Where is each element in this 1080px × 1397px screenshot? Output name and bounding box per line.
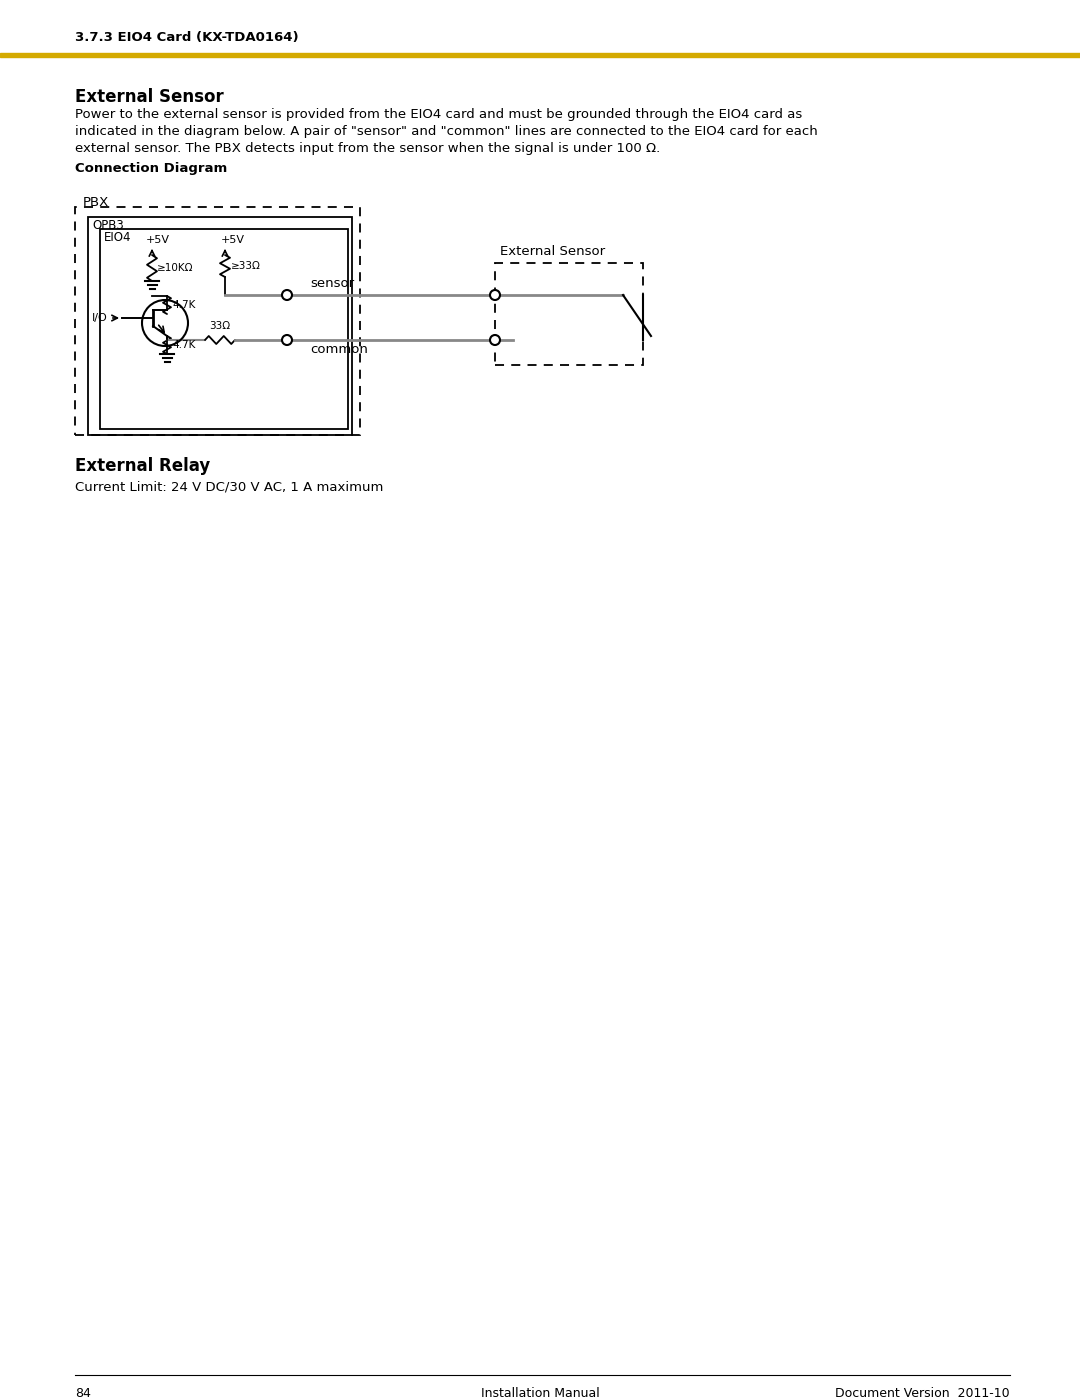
Text: sensor: sensor [310, 277, 354, 291]
Text: ≥33Ω: ≥33Ω [231, 261, 261, 271]
Text: External Relay: External Relay [75, 457, 211, 475]
Text: 84: 84 [75, 1387, 91, 1397]
Text: OPB3: OPB3 [92, 219, 124, 232]
Text: 33Ω: 33Ω [210, 321, 230, 331]
Circle shape [282, 291, 292, 300]
Text: Current Limit: 24 V DC/30 V AC, 1 A maximum: Current Limit: 24 V DC/30 V AC, 1 A maxi… [75, 481, 383, 493]
Text: Document Version  2011-10: Document Version 2011-10 [835, 1387, 1010, 1397]
Bar [0, 53, 1080, 57]
Bar [495, 263, 643, 365]
Text: 3.7.3 EIO4 Card (KX-TDA0164): 3.7.3 EIO4 Card (KX-TDA0164) [75, 31, 299, 43]
Text: external sensor. The PBX detects input from the sensor when the signal is under : external sensor. The PBX detects input f… [75, 142, 660, 155]
Text: common: common [310, 344, 368, 356]
Text: External Sensor: External Sensor [75, 88, 224, 106]
Text: EIO4: EIO4 [104, 231, 132, 244]
Text: indicated in the diagram below. A pair of "sensor" and "common" lines are connec: indicated in the diagram below. A pair o… [75, 124, 818, 138]
Bar [100, 229, 348, 429]
Text: Power to the external sensor is provided from the EIO4 card and must be grounded: Power to the external sensor is provided… [75, 108, 802, 122]
Text: External Sensor: External Sensor [500, 244, 605, 258]
Circle shape [490, 291, 500, 300]
Text: +5V: +5V [221, 235, 245, 244]
Text: 4.7K: 4.7K [172, 300, 195, 310]
Text: Connection Diagram: Connection Diagram [75, 162, 227, 175]
Text: I/O: I/O [92, 313, 108, 323]
Text: PBX: PBX [83, 196, 109, 210]
Text: 4.7K: 4.7K [172, 339, 195, 351]
Bar [87, 217, 352, 434]
Circle shape [490, 335, 500, 345]
Text: +5V: +5V [146, 235, 170, 244]
Bar [75, 207, 360, 434]
Text: Installation Manual: Installation Manual [481, 1387, 599, 1397]
Text: ≥10KΩ: ≥10KΩ [157, 263, 193, 272]
Circle shape [282, 335, 292, 345]
